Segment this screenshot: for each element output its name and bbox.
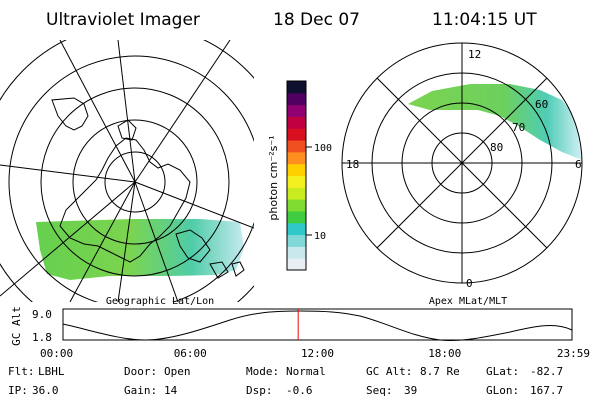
status-dsp-value: -0.6: [286, 384, 313, 397]
orbit-ytick-bottom: 1.8: [32, 331, 52, 344]
status-seq-label: Seq:: [366, 384, 393, 397]
colorbar-tick-100: 100: [314, 143, 332, 154]
apex-mlat-mlt-map: 12 18 6 0 60 70 80: [341, 42, 583, 290]
status-flt-value: LBHL: [38, 365, 65, 378]
colorbar-cell: [287, 246, 306, 259]
status-ip-value: 36.0: [32, 384, 59, 397]
colorbar-cell: [287, 151, 306, 165]
status-mode-label: Mode:: [246, 365, 279, 378]
colorbar-cell: [287, 140, 306, 153]
status-glat-label: GLat:: [486, 365, 519, 378]
orbit-xtick-label: 18:00: [428, 347, 461, 360]
orbit-ylabel: GC Alt: [10, 306, 23, 346]
mlt-label-18: 18: [346, 158, 359, 171]
colorbar-cell: [287, 187, 306, 200]
orbit-xtick-label: 23:59: [557, 347, 590, 360]
mlt-label-0: 0: [466, 277, 473, 290]
status-seq-value: 39: [404, 384, 417, 397]
colorbar-cell: [287, 116, 306, 129]
date-label: 18 Dec 07: [273, 10, 360, 30]
orbit-altitude-plot: GC Alt 9.0 1.8 00:00 06:00 12:00 18:00 23:59: [10, 306, 590, 360]
colorbar-cell: [287, 234, 306, 247]
status-door-value: Open: [164, 365, 191, 378]
geographic-map: [0, 40, 254, 302]
status-glon-value: 167.7: [530, 384, 563, 397]
colorbar-cell: [287, 104, 306, 117]
colorbar-cell: [287, 163, 306, 176]
colorbar-tick-10: 10: [314, 231, 326, 242]
status-gain-value: 14: [164, 384, 178, 397]
instrument-title: Ultraviolet Imager: [46, 10, 200, 30]
orbit-xtick-label: 00:00: [40, 347, 73, 360]
colorbar-cell: [287, 175, 306, 188]
mlat-label-70: 70: [512, 121, 525, 134]
colorbar-cell: [287, 92, 306, 106]
status-panel: Flt: LBHL Door: Open Mode: Normal GC Alt…: [8, 365, 563, 397]
status-glon-label: GLon:: [486, 384, 519, 397]
status-dsp-label: Dsp:: [246, 384, 273, 397]
time-label: 11:04:15 UT: [432, 10, 537, 30]
colorbar-cell: [287, 210, 306, 224]
colorbar-cell: [287, 128, 306, 141]
orbit-ytick-top: 9.0: [32, 308, 52, 321]
colorbar-cell: [287, 222, 306, 236]
colorbar-cell: [287, 199, 306, 212]
status-gain-label: Gain:: [124, 384, 157, 397]
mlt-label-6: 6: [575, 158, 582, 171]
status-glat-value: -82.7: [530, 365, 563, 378]
orbit-xtick-label: 12:00: [301, 347, 334, 360]
status-ip-label: IP:: [8, 384, 28, 397]
orbit-altitude-curve: [62, 310, 573, 341]
status-door-label: Door:: [124, 365, 157, 378]
geo-caption: Geographic Lat/Lon: [106, 296, 214, 307]
colorbar-cell: [287, 258, 306, 271]
aurora-emission-geo: [36, 219, 244, 280]
mlt-label-12: 12: [468, 48, 481, 61]
apex-caption: Apex MLat/MLT: [429, 296, 507, 307]
colorbar-unit-label: photon cm⁻²s⁻¹: [267, 135, 280, 220]
orbit-xtick-label: 06:00: [174, 347, 207, 360]
status-gcalt-label: GC Alt:: [366, 365, 412, 378]
status-mode-value: Normal: [286, 365, 326, 378]
mlat-label-60: 60: [535, 98, 548, 111]
aurora-emission-apex: [408, 84, 582, 160]
status-gcalt-value: 8.7 Re: [420, 365, 460, 378]
colorbar: 100 10 photon cm⁻²s⁻¹: [267, 80, 332, 271]
mlat-label-80: 80: [490, 141, 503, 154]
colorbar-cell: [287, 81, 306, 94]
status-flt-label: Flt:: [8, 365, 35, 378]
